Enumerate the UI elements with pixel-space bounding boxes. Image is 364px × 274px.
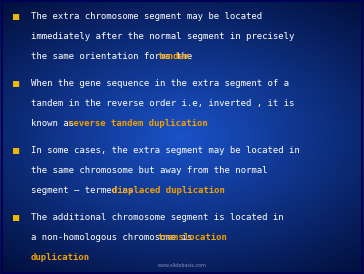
Text: The additional chromosome segment is located in: The additional chromosome segment is loc… bbox=[31, 213, 284, 222]
Text: www.slidebasis.com: www.slidebasis.com bbox=[158, 263, 206, 268]
Text: duplication: duplication bbox=[31, 253, 90, 262]
Text: the same orientation forms the: the same orientation forms the bbox=[31, 52, 198, 61]
Text: ■: ■ bbox=[13, 146, 19, 156]
Text: a non-homologous chromosome is: a non-homologous chromosome is bbox=[31, 233, 198, 242]
Text: immediately after the normal segment in precisely: immediately after the normal segment in … bbox=[31, 32, 294, 41]
Text: ■: ■ bbox=[13, 79, 19, 89]
Text: The extra chromosome segment may be located: The extra chromosome segment may be loca… bbox=[31, 12, 262, 21]
Text: When the gene sequence in the extra segment of a: When the gene sequence in the extra segm… bbox=[31, 79, 289, 88]
Text: tandem: tandem bbox=[157, 52, 190, 61]
Text: translocation: translocation bbox=[157, 233, 227, 242]
Text: the same chromosome but away from the normal: the same chromosome but away from the no… bbox=[31, 166, 268, 175]
Text: In some cases, the extra segment may be located in: In some cases, the extra segment may be … bbox=[31, 146, 300, 155]
Text: displaced duplication: displaced duplication bbox=[112, 186, 225, 195]
Text: segment – termed as: segment – termed as bbox=[31, 186, 138, 195]
Text: ■: ■ bbox=[13, 213, 19, 223]
Text: reverse tandem duplication: reverse tandem duplication bbox=[68, 119, 207, 128]
Text: ■: ■ bbox=[13, 12, 19, 22]
Text: tandem in the reverse order i.e, inverted , it is: tandem in the reverse order i.e, inverte… bbox=[31, 99, 294, 108]
Text: known as: known as bbox=[31, 119, 79, 128]
